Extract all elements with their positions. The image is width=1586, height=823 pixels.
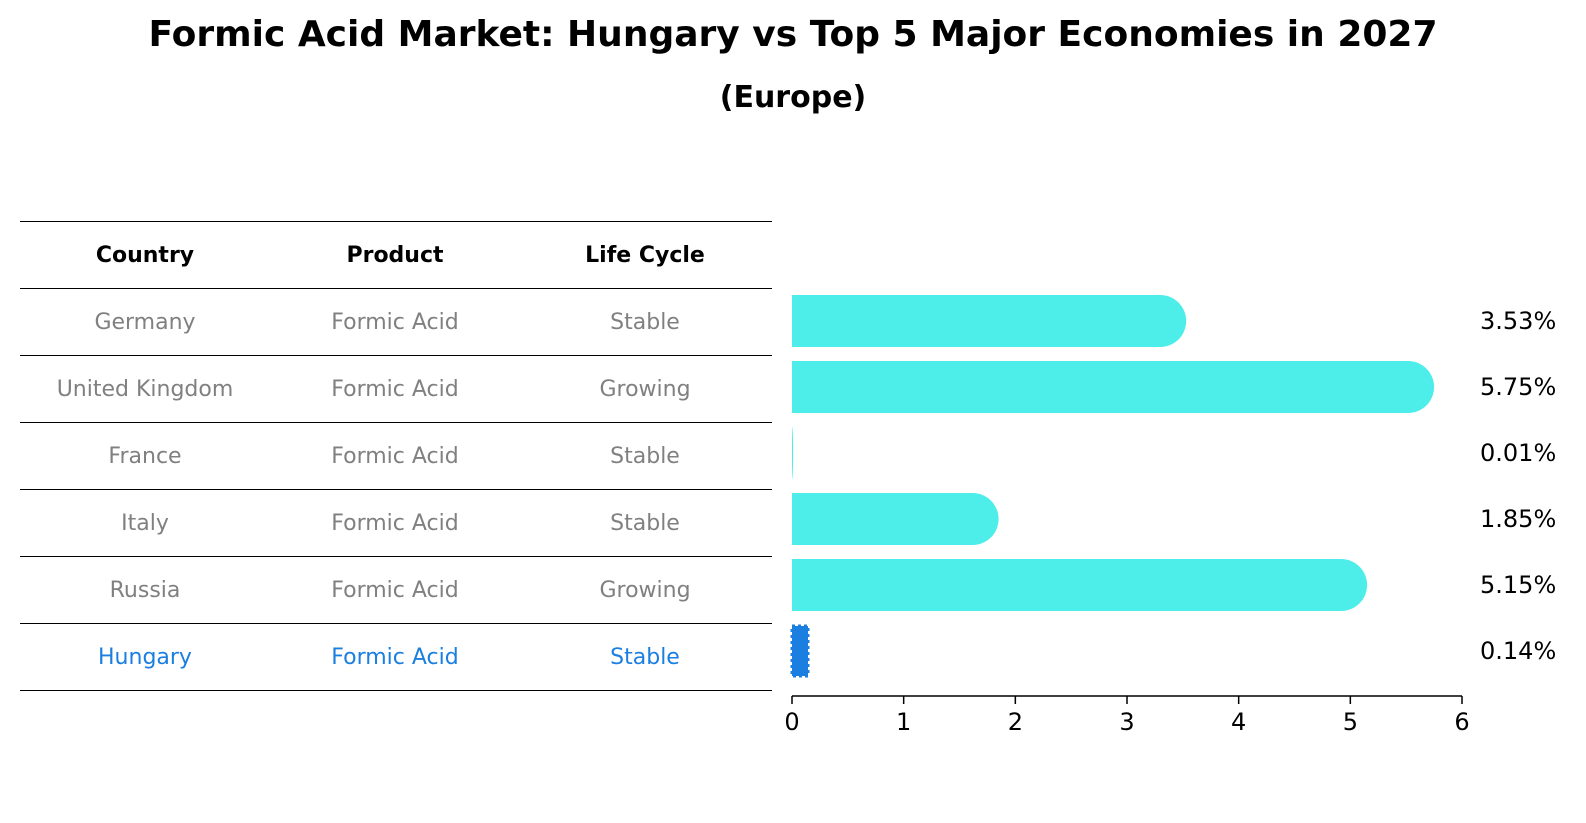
product-cell: Formic Acid — [331, 577, 459, 603]
bar-russia — [792, 559, 1368, 611]
country-table: Country Product Life Cycle Germany Formi… — [20, 221, 772, 691]
value-label-united-kingdom: 5.75% — [1480, 373, 1556, 401]
product-cell: Formic Acid — [331, 443, 459, 469]
x-tick-label: 0 — [784, 708, 799, 736]
life-cycle-cell: Stable — [610, 309, 680, 335]
country-cell: Italy — [121, 510, 169, 536]
value-label-russia: 5.15% — [1480, 571, 1556, 599]
country-cell: United Kingdom — [56, 376, 234, 402]
header-life-cycle: Life Cycle — [585, 242, 705, 268]
table-row: Russia Formic Acid Growing — [20, 556, 772, 623]
x-tick-label: 3 — [1119, 708, 1134, 736]
product-cell: Formic Acid — [331, 510, 459, 536]
value-label-italy: 1.85% — [1480, 505, 1556, 533]
product-cell: Formic Acid — [331, 644, 459, 670]
life-cycle-cell: Stable — [610, 644, 680, 670]
x-tick-label: 1 — [896, 708, 911, 736]
value-label-germany: 3.53% — [1480, 307, 1556, 335]
table-row: United Kingdom Formic Acid Growing — [20, 355, 772, 422]
value-label-hungary: 0.14% — [1480, 637, 1556, 665]
life-cycle-cell: Growing — [599, 577, 691, 603]
table-row: Italy Formic Acid Stable — [20, 489, 772, 556]
header-country: Country — [95, 242, 195, 268]
table-row-highlighted: Hungary Formic Acid Stable — [20, 623, 772, 691]
bar-italy — [792, 493, 999, 545]
bar-hungary — [790, 624, 810, 678]
x-tick-label: 5 — [1343, 708, 1358, 736]
life-cycle-cell: Growing — [599, 376, 691, 402]
bar-france — [792, 427, 794, 479]
x-tick-label: 4 — [1231, 708, 1246, 736]
product-cell: Formic Acid — [331, 376, 459, 402]
x-tick-label: 6 — [1454, 708, 1469, 736]
life-cycle-cell: Stable — [610, 443, 680, 469]
header-product: Product — [346, 242, 444, 268]
table-header-row: Country Product Life Cycle — [20, 221, 772, 288]
country-cell: France — [108, 443, 182, 469]
value-label-france: 0.01% — [1480, 439, 1556, 467]
bar-germany — [792, 295, 1187, 347]
country-cell: Russia — [109, 577, 181, 603]
product-cell: Formic Acid — [331, 309, 459, 335]
chart-subtitle: (Europe) — [719, 80, 867, 115]
life-cycle-cell: Stable — [610, 510, 680, 536]
country-cell: Hungary — [98, 644, 192, 670]
country-cell: Germany — [94, 309, 196, 335]
table-row: Germany Formic Acid Stable — [20, 288, 772, 355]
table-row: France Formic Acid Stable — [20, 422, 772, 489]
bar-united-kingdom — [792, 361, 1435, 413]
x-tick-label: 2 — [1008, 708, 1023, 736]
chart-title: Formic Acid Market: Hungary vs Top 5 Maj… — [148, 14, 1438, 55]
